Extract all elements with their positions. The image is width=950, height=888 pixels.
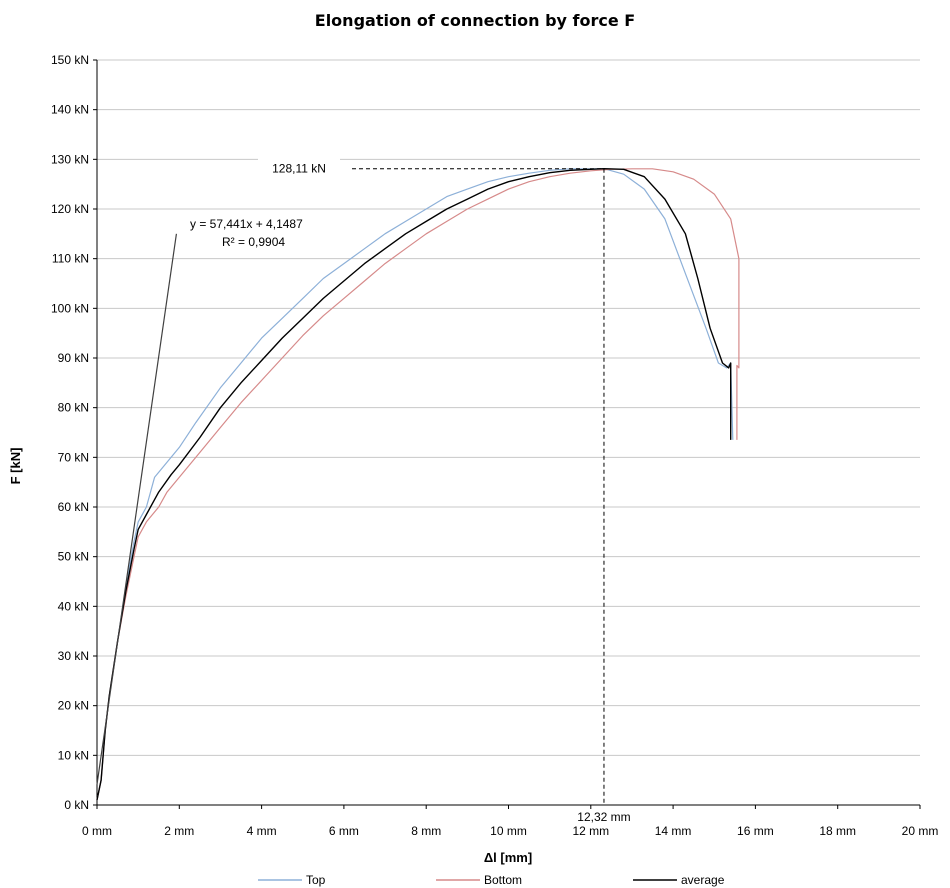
legend-label-average: average bbox=[681, 873, 725, 887]
series-lines bbox=[96, 168, 740, 801]
y-tick-label: 10 kN bbox=[58, 748, 89, 762]
y-tick-label: 130 kN bbox=[51, 152, 89, 166]
x-axis-label: Δl [mm] bbox=[484, 850, 532, 865]
legend: Top Bottom average bbox=[258, 873, 725, 887]
chart-title: Elongation of connection by force F bbox=[315, 11, 635, 30]
peak-force-label-bg bbox=[258, 156, 340, 179]
y-tick-label: 50 kN bbox=[58, 550, 89, 564]
trendline-r2: R² = 0,9904 bbox=[222, 235, 285, 249]
y-axis-label: F [kN] bbox=[8, 448, 23, 485]
y-tick-label: 0 kN bbox=[64, 798, 89, 812]
y-tick-label: 80 kN bbox=[58, 401, 89, 415]
y-tick-label: 20 kN bbox=[58, 699, 89, 713]
x-tick-label: 10 mm bbox=[490, 824, 527, 838]
x-tick-label: 20 mm bbox=[902, 824, 939, 838]
x-tick-label: 6 mm bbox=[329, 824, 359, 838]
y-tick-label: 90 kN bbox=[58, 351, 89, 365]
series-line-average bbox=[96, 168, 732, 801]
y-tick-label: 40 kN bbox=[58, 599, 89, 613]
legend-label-top: Top bbox=[306, 873, 326, 887]
y-tick-label: 140 kN bbox=[51, 103, 89, 117]
x-tick-label: 16 mm bbox=[737, 824, 774, 838]
annotations: y = 57,441x + 4,1487 R² = 0,9904 128,11 kN… bbox=[96, 156, 631, 824]
x-tick-label: 2 mm bbox=[164, 824, 194, 838]
axes bbox=[96, 60, 920, 806]
y-tick-label: 150 kN bbox=[51, 53, 89, 67]
peak-force-label: 128,11 kN bbox=[272, 162, 326, 176]
y-tick-label: 60 kN bbox=[58, 500, 89, 514]
y-tick-label: 100 kN bbox=[51, 301, 89, 315]
series-line-top bbox=[96, 168, 734, 801]
y-tick-label: 70 kN bbox=[58, 450, 89, 464]
x-tick-label: 4 mm bbox=[247, 824, 277, 838]
trendline-equation: y = 57,441x + 4,1487 bbox=[190, 217, 303, 231]
legend-label-bottom: Bottom bbox=[484, 873, 522, 887]
y-tick-label: 30 kN bbox=[58, 649, 89, 663]
x-tick-label: 12 mm bbox=[572, 824, 609, 838]
y-axis-ticks: 0 kN 10 kN 20 kN 30 kN 40 kN 50 kN 60 kN 70 kN 8… bbox=[51, 53, 97, 812]
x-tick-label: 18 mm bbox=[819, 824, 856, 838]
y-tick-label: 110 kN bbox=[52, 252, 89, 266]
series-line-bottom bbox=[96, 168, 740, 801]
x-tick-label: 14 mm bbox=[655, 824, 692, 838]
x-tick-label: 8 mm bbox=[411, 824, 441, 838]
y-tick-label: 120 kN bbox=[51, 202, 89, 216]
gridlines bbox=[97, 59, 920, 756]
x-tick-label: 0 mm bbox=[82, 824, 112, 838]
peak-elongation-label: 12,32 mm bbox=[577, 810, 630, 824]
trendline bbox=[96, 233, 178, 785]
x-axis-ticks: 0 mm 2 mm 4 mm 6 mm 8 mm 10 mm 12 mm 14 mm 16 mm… bbox=[82, 805, 938, 838]
